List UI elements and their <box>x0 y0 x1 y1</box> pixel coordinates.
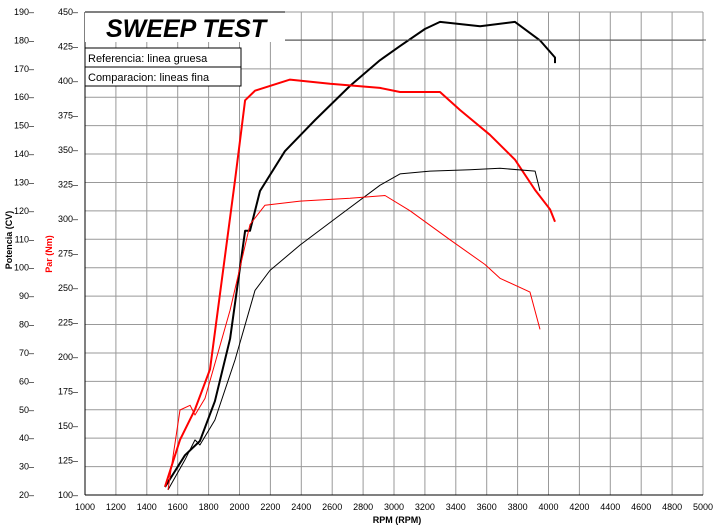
power-tick-label: 100– <box>14 263 34 273</box>
x-axis-label: RPM (RPM) <box>373 515 422 525</box>
x-tick-label: 3000 <box>384 502 404 512</box>
x-tick-label: 2200 <box>260 502 280 512</box>
x-tick-label: 5000 <box>693 502 713 512</box>
x-tick-label: 3400 <box>446 502 466 512</box>
torque-tick-label: 300– <box>58 214 78 224</box>
chart-title: SWEEP TEST <box>106 15 269 43</box>
power-tick-label: 80– <box>19 320 34 330</box>
x-tick-label: 3600 <box>477 502 497 512</box>
power-tick-label: 40– <box>19 433 34 443</box>
torque-tick-label: 100– <box>58 490 78 500</box>
x-tick-label: 1200 <box>106 502 126 512</box>
power-tick-label: 170– <box>14 64 34 74</box>
power-tick-label: 110– <box>15 234 34 244</box>
x-tick-label: 1800 <box>199 502 219 512</box>
power-tick-label: 190– <box>14 7 34 17</box>
torque-tick-label: 250– <box>58 283 78 293</box>
torque-tick-label: 375– <box>58 111 78 121</box>
series-line-potencia-referencia <box>164 20 556 488</box>
torque-tick-label: 400– <box>58 76 78 86</box>
x-tick-label: 2800 <box>353 502 373 512</box>
x-tick-label: 2000 <box>229 502 249 512</box>
series-line-potencia-comparacion <box>167 167 541 491</box>
power-tick-label: 160– <box>14 92 34 102</box>
x-tick-label: 3800 <box>508 502 528 512</box>
x-tick-label: 2600 <box>322 502 342 512</box>
torque-tick-label: 450– <box>58 7 78 17</box>
x-tick-label: 1600 <box>168 502 188 512</box>
x-tick-label: 4600 <box>631 502 651 512</box>
x-tick-label: 3200 <box>415 502 435 512</box>
axes: 1000 1200 1400 1600 1800 2000 2200 2400 2600 2800… <box>14 7 713 512</box>
x-tick-label: 4000 <box>538 502 558 512</box>
torque-tick-label: 325– <box>58 180 78 190</box>
power-tick-label: 20– <box>19 490 34 500</box>
torque-tick-label: 350– <box>58 145 78 155</box>
series-line-par-referencia <box>164 78 556 488</box>
legend-item-reference: Referencia: linea gruesa <box>88 53 208 65</box>
x-tick-label: 4200 <box>569 502 589 512</box>
power-tick-label: 150– <box>14 121 34 131</box>
torque-tick-label: 175– <box>58 387 78 397</box>
x-tick-label: 1000 <box>75 502 95 512</box>
power-tick-label: 180– <box>14 35 34 45</box>
x-tick-label: 4800 <box>662 502 682 512</box>
torque-tick-label: 275– <box>58 249 78 259</box>
power-tick-label: 70– <box>19 348 34 358</box>
torque-tick-label: 225– <box>58 318 78 328</box>
x-tick-label: 4400 <box>600 502 620 512</box>
power-tick-label: 50– <box>19 405 34 415</box>
y-axis-label-torque: Par (Nm) <box>44 235 54 273</box>
torque-tick-label: 150– <box>58 421 78 431</box>
torque-tick-label: 125– <box>58 456 78 466</box>
legend-item-comparison: Comparacion: lineas fina <box>88 72 210 84</box>
torque-tick-label: 200– <box>58 352 78 362</box>
x-tick-label: 1400 <box>137 502 157 512</box>
power-tick-label: 90– <box>19 291 34 301</box>
y-axis-label-power: Potencia (CV) <box>4 211 14 270</box>
series-line-par-comparacion <box>167 195 541 490</box>
power-tick-label: 30– <box>19 462 34 472</box>
series-lines <box>164 20 556 491</box>
power-tick-label: 140– <box>14 149 34 159</box>
torque-tick-label: 425– <box>58 42 78 52</box>
power-tick-label: 60– <box>19 376 34 386</box>
title-box: SWEEP TEST <box>85 11 706 43</box>
legend: Referencia: linea gruesa Comparacion: li… <box>84 47 242 87</box>
power-tick-label: 130– <box>14 177 34 187</box>
x-tick-label: 2400 <box>291 502 311 512</box>
power-tick-label: 120– <box>14 206 34 216</box>
